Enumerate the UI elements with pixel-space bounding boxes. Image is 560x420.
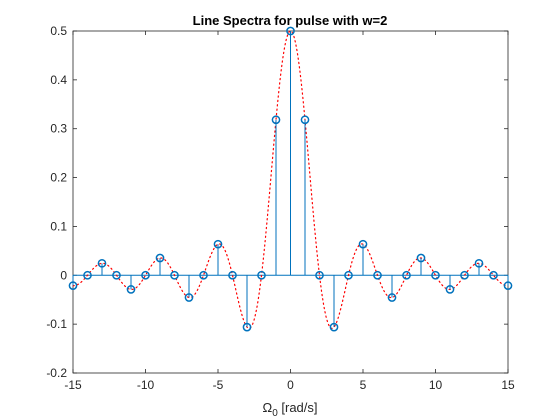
stem-marker (474, 258, 484, 268)
y-tick-label: 0.2 (50, 171, 67, 185)
y-tick-label: 0.5 (50, 24, 67, 38)
stem-marker (97, 258, 107, 268)
stem-marker (431, 270, 440, 280)
stem-marker (300, 115, 310, 125)
stem-marker (112, 270, 121, 280)
plot-area: -15 -10 -5 0 5 10 15 -0.2 -0.1 0 0.1 0.2 0.3 0.4 0.5 (46, 24, 515, 392)
y-tick-label: -0.1 (46, 317, 67, 331)
envelope-curve (72, 30, 509, 329)
x-tick-label: -5 (213, 378, 224, 392)
stem-marker (68, 281, 78, 290)
stem-marker (503, 281, 513, 290)
stem-marker (170, 270, 179, 280)
y-tick-label: 0 (60, 268, 67, 282)
x-axis-label-subscript: 0 (272, 408, 278, 419)
x-tick-label: 5 (360, 378, 367, 392)
y-tick-label: -0.2 (46, 366, 67, 380)
stem-marker (155, 253, 165, 263)
x-tick-label: -10 (137, 378, 155, 392)
y-tick-label: 0.3 (50, 122, 67, 136)
stem-marker (242, 322, 252, 332)
stem-marker (358, 239, 368, 249)
stem-marker (286, 26, 295, 36)
y-tick-label: 0.4 (50, 73, 67, 87)
stem-marker (257, 270, 266, 280)
chart-title: Line Spectra for pulse with w=2 (193, 13, 388, 28)
stem-marker (83, 270, 92, 280)
x-tick-label: 10 (429, 378, 443, 392)
stem-marker (344, 270, 353, 280)
x-tick-label: -15 (64, 378, 82, 392)
x-axis-label-unit: [rad/s] (278, 400, 318, 415)
stem-marker (387, 293, 397, 302)
stem-marker (126, 285, 136, 294)
stem-marker (271, 115, 281, 125)
stem-marker (445, 285, 455, 294)
stem-marker (460, 270, 469, 280)
stem-marker (329, 322, 339, 332)
stem-marker (373, 270, 382, 280)
stem-marker (315, 270, 324, 280)
stem-marker (199, 270, 208, 280)
y-tick-label: 0.1 (50, 219, 67, 233)
x-axis-label-symbol: Ω (262, 400, 272, 415)
stem-marker (416, 253, 426, 263)
stem-marker (228, 270, 237, 280)
stem-marker (184, 293, 194, 302)
x-axis-label: Ω0 [rad/s] (262, 400, 317, 419)
stem-marker (141, 270, 150, 280)
stem-marker (489, 270, 498, 280)
x-tick-label: 0 (287, 378, 294, 392)
stem-marker (213, 239, 223, 249)
stem-marker (402, 270, 411, 280)
x-tick-label: 15 (501, 378, 515, 392)
